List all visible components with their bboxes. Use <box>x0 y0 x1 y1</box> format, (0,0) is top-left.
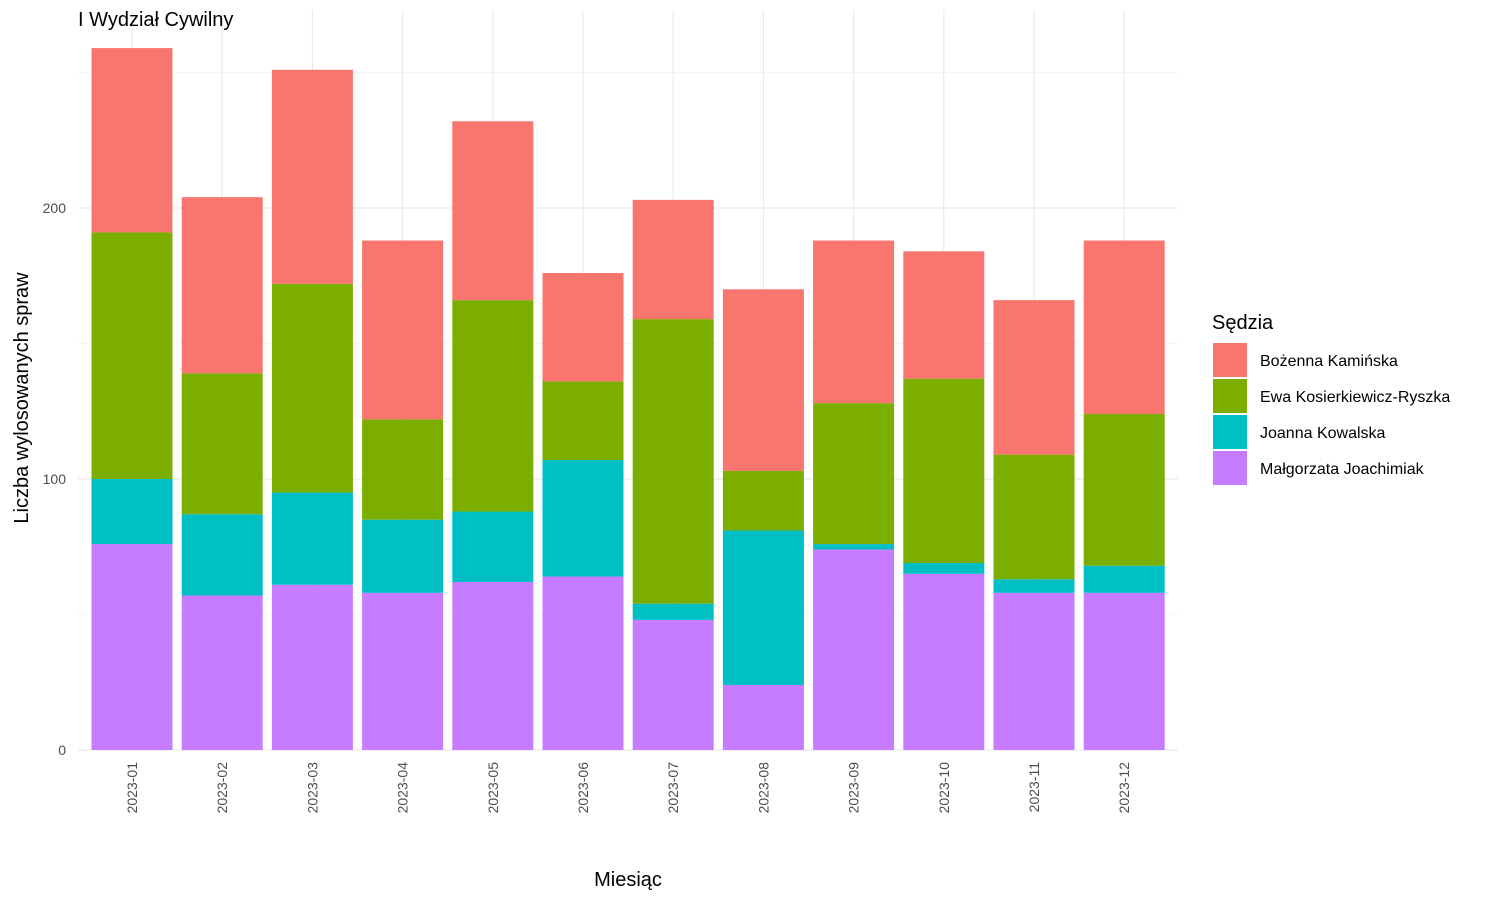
bar-segment <box>632 603 714 620</box>
bar-segment <box>903 378 985 564</box>
x-tick-label: 2023-11 <box>1026 762 1042 813</box>
bar-segment <box>91 232 173 479</box>
bar-segment <box>452 300 534 512</box>
legend-swatch <box>1213 451 1247 485</box>
bar-segment <box>181 514 263 596</box>
bar-segment <box>903 573 985 750</box>
bar-segment <box>271 283 353 493</box>
bar-segment <box>813 549 895 750</box>
bar-segment <box>181 373 263 515</box>
legend-title: Sędzia <box>1212 312 1274 334</box>
bar-segment <box>91 544 173 750</box>
bar-segment <box>813 240 895 404</box>
bar-segment <box>813 544 895 550</box>
x-tick-label: 2023-03 <box>304 762 320 814</box>
bar-segment <box>993 592 1075 750</box>
bar-segment <box>542 460 624 577</box>
bar-segment <box>91 48 173 233</box>
bar-segment <box>993 454 1075 580</box>
legend-label: Bożenna Kamińska <box>1260 353 1398 370</box>
legend-swatch <box>1213 415 1247 449</box>
bar-segment <box>271 492 353 585</box>
x-tick-label: 2023-06 <box>575 762 591 814</box>
bar-segment <box>813 403 895 545</box>
bar-segment <box>903 563 985 574</box>
bar-segment <box>903 251 985 379</box>
y-tick-label: 0 <box>58 742 66 758</box>
x-tick-label: 2023-02 <box>214 762 230 814</box>
y-axis-title: Liczba wylosowanych spraw <box>11 272 33 524</box>
bar-segment <box>452 121 534 301</box>
x-tick-label: 2023-04 <box>395 762 411 814</box>
x-tick-label: 2023-10 <box>936 762 952 814</box>
legend-items: Bożenna Kamińska Ewa Kosierkiewicz-Ryszka… <box>1213 343 1450 485</box>
bar-segment <box>1083 413 1165 566</box>
bar-segment <box>722 289 804 471</box>
bar-segment <box>632 199 714 320</box>
legend-label: Ewa Kosierkiewicz-Ryszka <box>1260 389 1450 406</box>
bar-segment <box>362 592 444 750</box>
y-tick-label: 100 <box>43 471 67 487</box>
bar-segment <box>993 579 1075 593</box>
x-tick-label: 2023-09 <box>846 762 862 814</box>
legend: Sędzia Bożenna Kamińska Ewa Kosierkiewicz… <box>1212 312 1450 485</box>
bar-segment <box>1083 565 1165 593</box>
legend-swatch <box>1213 343 1247 377</box>
x-tick-label: 2023-01 <box>124 762 140 814</box>
bar-segment <box>632 319 714 604</box>
bar-segment <box>542 381 624 461</box>
bar-segment <box>542 273 624 382</box>
bar-segment <box>722 684 804 750</box>
x-tick-label: 2023-07 <box>665 762 681 814</box>
bar-segment <box>632 619 714 750</box>
bar-segment <box>362 419 444 520</box>
bar-segment <box>1083 592 1165 750</box>
bar-segment <box>1083 240 1165 414</box>
bar-segment <box>452 581 534 750</box>
x-tick-label: 2023-08 <box>755 762 771 814</box>
bar-segment <box>362 240 444 420</box>
bar-segment <box>542 576 624 750</box>
bars <box>91 48 1165 750</box>
bar-segment <box>181 595 263 750</box>
bar-segment <box>993 300 1075 455</box>
legend-swatch <box>1213 379 1247 413</box>
legend-label: Małgorzata Joachimiak <box>1260 461 1425 478</box>
bar-segment <box>181 197 263 374</box>
bar-segment <box>722 530 804 685</box>
x-axis-title: Miesiąc <box>594 869 662 891</box>
y-axis-ticks: 0 100 200 <box>43 200 67 758</box>
bar-segment <box>452 511 534 582</box>
bar-segment <box>722 470 804 531</box>
x-tick-label: 2023-12 <box>1116 762 1132 814</box>
bar-segment <box>91 479 173 545</box>
x-tick-label: 2023-05 <box>485 762 501 814</box>
x-axis-ticks: 2023-01 2023-02 2023-03 2023-04 2023-05 2023-… <box>124 762 1132 814</box>
bar-segment <box>362 519 444 593</box>
bar-segment <box>271 584 353 750</box>
legend-label: Joanna Kowalska <box>1260 425 1386 442</box>
chart-title: I Wydział Cywilny <box>78 9 233 31</box>
y-tick-label: 200 <box>43 200 67 216</box>
bar-segment <box>271 69 353 284</box>
